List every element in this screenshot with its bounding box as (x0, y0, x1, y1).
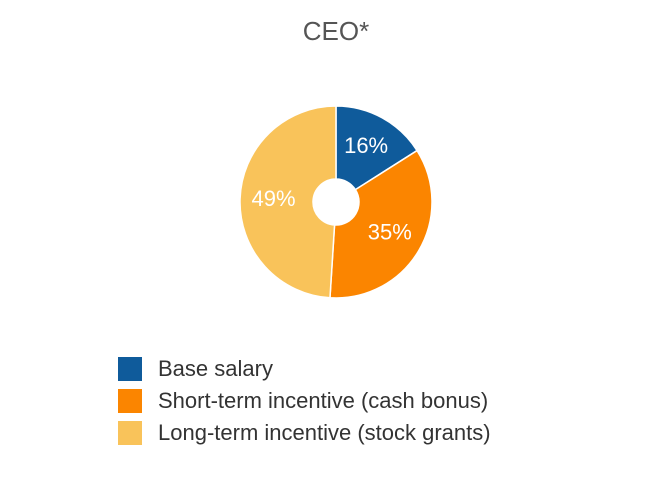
pie-slice (329, 149, 433, 299)
legend-swatch (118, 421, 142, 445)
chart-title: CEO* (303, 16, 369, 46)
pie-slice (239, 105, 337, 299)
data-label: 35% (368, 220, 412, 245)
legend-swatch (118, 357, 142, 381)
legend-swatch (118, 389, 142, 413)
data-label: 49% (252, 186, 296, 211)
legend-label: Base salary (158, 356, 273, 381)
legend-label: Long-term incentive (stock grants) (158, 420, 491, 445)
pie-slice (335, 105, 419, 191)
data-label: 16% (344, 133, 388, 158)
legend-label: Short-term incentive (cash bonus) (158, 388, 488, 413)
